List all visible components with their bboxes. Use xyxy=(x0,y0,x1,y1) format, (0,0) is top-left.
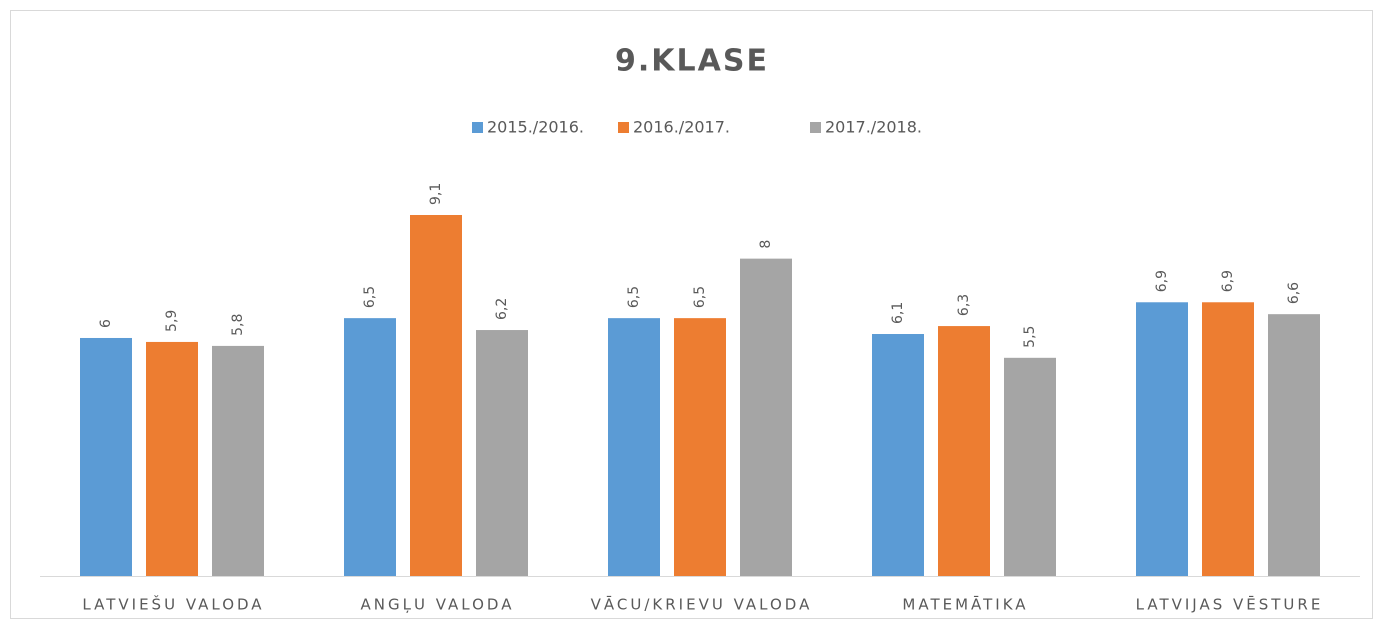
value-label: 5,9 xyxy=(164,310,180,332)
bar xyxy=(674,318,726,576)
value-label: 5,8 xyxy=(230,314,246,336)
legend-label: 2015./2016. xyxy=(487,118,584,137)
value-label: 6,9 xyxy=(1220,270,1236,292)
bar xyxy=(212,345,264,576)
bar xyxy=(1136,302,1188,576)
value-label: 9,1 xyxy=(428,183,444,205)
value-label: 6,6 xyxy=(1286,282,1302,304)
value-label: 6,9 xyxy=(1154,270,1170,292)
value-label: 6,5 xyxy=(692,286,708,308)
x-tick-label: LATVIJAS VĒSTURE xyxy=(1136,596,1324,614)
bar xyxy=(410,215,462,576)
value-label: 6,2 xyxy=(494,298,510,320)
value-label: 6,5 xyxy=(362,286,378,308)
value-label: 8 xyxy=(758,240,774,249)
legend-swatch xyxy=(472,122,483,133)
chart-title: 9.KLASE xyxy=(615,44,769,79)
legend-label: 2017./2018. xyxy=(825,118,922,137)
value-label: 6 xyxy=(98,319,114,328)
bar xyxy=(740,258,792,576)
value-label: 6,1 xyxy=(890,302,906,324)
bar xyxy=(476,330,528,576)
bar xyxy=(872,334,924,576)
x-tick-label: ANGĻU VALODA xyxy=(361,596,515,614)
legend-swatch xyxy=(618,122,629,133)
legend-swatch xyxy=(810,122,821,133)
legend-label: 2016./2017. xyxy=(633,118,730,137)
value-label: 6,5 xyxy=(626,286,642,308)
x-tick-label: VĀCU/KRIEVU VALODA xyxy=(591,596,813,614)
bar xyxy=(1268,314,1320,576)
value-label: 5,5 xyxy=(1022,326,1038,348)
x-tick-label: LATVIEŠU VALODA xyxy=(82,595,264,614)
bar xyxy=(1202,302,1254,576)
bar xyxy=(80,337,132,576)
bar xyxy=(146,341,198,576)
bar xyxy=(608,318,660,576)
bar xyxy=(1004,357,1056,576)
bar xyxy=(938,326,990,576)
x-tick-label: MATEMĀTIKA xyxy=(902,596,1028,614)
value-label: 6,3 xyxy=(956,294,972,316)
bar xyxy=(344,318,396,576)
